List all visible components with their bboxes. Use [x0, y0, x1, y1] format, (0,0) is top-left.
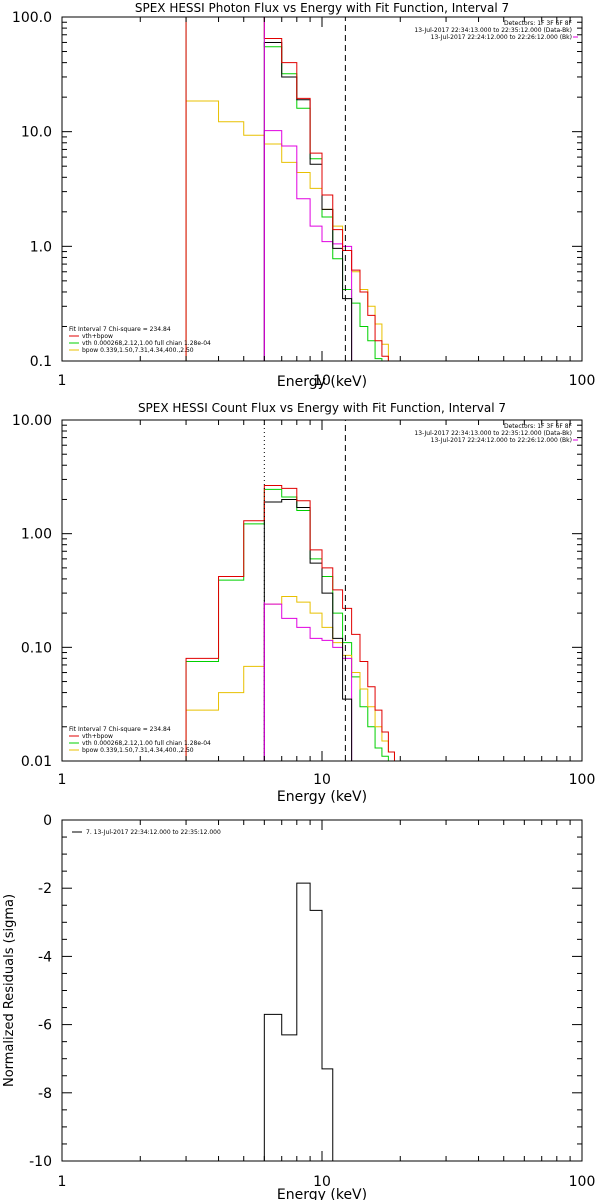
- y-tick-label: -4: [38, 949, 52, 965]
- x-axis-label: Energy (keV): [277, 374, 367, 390]
- legend-entry: bpow 0.339,1.50,7.31,4.34,400.,2.50: [82, 747, 194, 754]
- x-tick-label: 10: [313, 373, 331, 389]
- x-tick-label: 100: [569, 772, 596, 788]
- legend-entry: vth+bpow: [82, 333, 113, 340]
- series-vth-step: [185, 488, 389, 761]
- series-bpow-step: [185, 100, 395, 361]
- x-tick-label: 1: [58, 772, 67, 788]
- info-line: 13-Jul-2017 22:34:13.000 to 22:35:12.000…: [414, 430, 572, 437]
- plot-area: [185, 17, 395, 361]
- series-total-step: [185, 485, 395, 761]
- y-axis-label: Normalized Residuals (sigma): [2, 894, 17, 1087]
- series-vth-step: [185, 17, 389, 361]
- series-mag-step: [263, 603, 353, 761]
- x-tick-label: 10: [313, 772, 331, 788]
- legend-title: Fit Interval 7 Chi-square = 234.84: [69, 726, 171, 733]
- y-tick-label: -8: [38, 1086, 52, 1102]
- legend-entry: bpow 0.339,1.50,7.31,4.34,400.,2.50: [82, 347, 194, 354]
- info-line: 13-Jul-2017 22:24:12.000 to 22:26:12.000…: [431, 437, 572, 444]
- y-tick-label: 0: [43, 813, 52, 829]
- legend-entry: vth 0.000268,2.12,1.00 full chian 1.28e-…: [82, 340, 211, 347]
- y-tick-label: -6: [38, 1018, 52, 1034]
- series-bpow-step: [185, 596, 395, 761]
- x-tick-label: 100: [569, 1174, 596, 1190]
- chart-panel-3: 1 10 100 -10 -8 -6 -4 -2 0 Energy (keV) Normalized…: [2, 813, 596, 1203]
- y-tick-label: 10.00: [12, 413, 52, 429]
- series-mag-step: [263, 130, 353, 361]
- x-tick-label: 1: [58, 1174, 67, 1190]
- info-line: 13-Jul-2017 22:24:12.000 to 22:26:12.000…: [431, 34, 572, 41]
- legend-entry: vth+bpow: [82, 733, 113, 740]
- chart-panel-2: 1 10 100 0.01 0.10 1.00 10.00 SPEX HESSI Count …: [12, 401, 595, 805]
- x-tick-label: 10: [313, 1174, 331, 1190]
- x-axis-label: Energy (keV): [277, 789, 367, 805]
- y-tick-label: 0.01: [21, 754, 52, 770]
- y-tick-label: -2: [38, 881, 52, 897]
- y-tick-label: 1.00: [21, 527, 52, 543]
- legend-entry: 7. 13-Jul-2017 22:34:12.000 to 22:35:12.…: [86, 829, 221, 836]
- x-tick-label: 100: [569, 373, 596, 389]
- info-line: 13-Jul-2017 22:34:13.000 to 22:35:12.000…: [414, 27, 572, 34]
- y-tick-label: 0.10: [21, 640, 52, 656]
- chart-panel-1: 1 10 100 0.1 1.0 10.0 100.0 SPEX HESSI Photon F…: [12, 1, 595, 390]
- legend-entry: vth 0.000268,2.12,1.00 full chian 1.28e-…: [82, 740, 211, 747]
- series-data-step: [263, 41, 353, 361]
- y-tick-label: 100.0: [12, 10, 52, 26]
- series-data-step: [263, 882, 334, 1161]
- y-tick-label: 1.0: [30, 239, 52, 255]
- y-tick-label: 10.0: [21, 125, 52, 141]
- series-data-step: [263, 498, 353, 761]
- y-tick-label: -10: [29, 1154, 52, 1170]
- plot-area: [263, 882, 334, 1161]
- y-tick-label: 0.1: [30, 354, 52, 370]
- series-total-step: [185, 17, 395, 361]
- info-line: Detectors: 1F 3F 6F 8F: [504, 423, 573, 430]
- plot-area: [185, 420, 395, 761]
- x-axis-label: Energy (keV): [277, 1187, 367, 1200]
- info-line: Detectors: 1F 3F 6F 8F: [504, 20, 573, 27]
- chart-title: SPEX HESSI Count Flux vs Energy with Fit…: [138, 401, 506, 415]
- legend-title: Fit Interval 7 Chi-square = 234.84: [69, 326, 171, 333]
- x-tick-label: 1: [58, 373, 67, 389]
- chart-title: SPEX HESSI Photon Flux vs Energy with Fi…: [135, 1, 509, 15]
